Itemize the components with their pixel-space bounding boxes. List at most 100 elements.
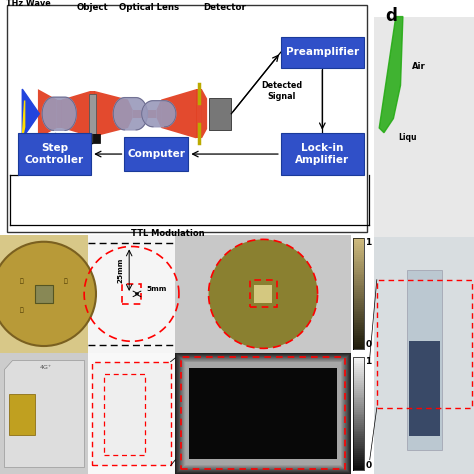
Polygon shape: [90, 91, 95, 137]
Bar: [353, 446, 364, 447]
Bar: [182, 359, 345, 468]
Bar: [353, 372, 364, 374]
Bar: [353, 247, 364, 249]
Bar: [353, 284, 364, 286]
FancyBboxPatch shape: [281, 133, 364, 175]
Bar: [353, 257, 364, 259]
Bar: [353, 333, 364, 335]
Bar: [353, 383, 364, 385]
Bar: [353, 290, 364, 292]
Bar: [353, 246, 364, 248]
Bar: [353, 428, 364, 430]
Bar: [353, 261, 364, 263]
Bar: [185, 362, 341, 465]
Bar: [353, 305, 364, 307]
Bar: [353, 376, 364, 378]
Bar: [353, 357, 364, 359]
Bar: [104, 374, 145, 455]
Bar: [353, 430, 364, 432]
Bar: [353, 406, 364, 408]
Bar: [183, 360, 343, 467]
Bar: [353, 444, 364, 446]
Text: TTL Modulation: TTL Modulation: [131, 229, 205, 238]
Bar: [353, 240, 364, 242]
Bar: [353, 457, 364, 459]
Bar: [353, 359, 364, 361]
Bar: [353, 425, 364, 427]
Bar: [353, 459, 364, 461]
Bar: [353, 346, 364, 347]
Bar: [353, 402, 364, 404]
Polygon shape: [142, 101, 176, 127]
Bar: [377, 280, 472, 408]
Text: Object: Object: [77, 3, 108, 12]
Bar: [353, 374, 364, 376]
Text: Optical Lens: Optical Lens: [119, 3, 179, 12]
Bar: [353, 286, 364, 288]
Polygon shape: [22, 100, 25, 138]
Bar: [353, 277, 364, 279]
Bar: [353, 273, 364, 275]
Bar: [353, 288, 364, 290]
Polygon shape: [62, 91, 90, 137]
Bar: [353, 296, 364, 298]
Text: Liqu: Liqu: [398, 133, 417, 142]
Bar: [353, 342, 364, 344]
Bar: [184, 361, 342, 466]
Text: 4G⁺: 4G⁺: [39, 365, 52, 370]
Bar: [184, 362, 342, 465]
Bar: [353, 318, 364, 320]
Bar: [353, 264, 364, 266]
Bar: [179, 356, 347, 471]
Bar: [353, 463, 364, 465]
Bar: [353, 340, 364, 342]
Text: Detector: Detector: [203, 3, 246, 12]
Bar: [353, 275, 364, 277]
Bar: [353, 298, 364, 300]
Bar: [182, 359, 344, 468]
Bar: [0, 235, 88, 353]
Bar: [175, 353, 351, 474]
Bar: [353, 283, 364, 284]
Bar: [353, 419, 364, 421]
Bar: [35, 285, 53, 303]
Bar: [353, 453, 364, 455]
Bar: [353, 279, 364, 281]
Bar: [353, 397, 364, 399]
Polygon shape: [202, 89, 207, 138]
Bar: [353, 327, 364, 329]
Bar: [177, 355, 349, 472]
Bar: [176, 354, 350, 473]
Bar: [353, 455, 364, 457]
Bar: [92, 362, 171, 465]
Bar: [353, 323, 364, 325]
Text: d: d: [385, 7, 397, 25]
Bar: [353, 238, 364, 240]
Bar: [353, 434, 364, 436]
Bar: [353, 347, 364, 349]
Text: 正: 正: [20, 308, 24, 313]
Bar: [353, 253, 364, 255]
Polygon shape: [113, 98, 147, 130]
Bar: [9, 394, 35, 435]
Bar: [374, 237, 474, 474]
Text: 25mm: 25mm: [117, 257, 123, 283]
Text: Step
Controller: Step Controller: [25, 143, 84, 165]
Text: 雍: 雍: [20, 278, 24, 283]
Bar: [178, 356, 348, 472]
Bar: [353, 447, 364, 449]
Bar: [353, 399, 364, 401]
Bar: [353, 389, 364, 391]
Bar: [353, 255, 364, 257]
Bar: [353, 404, 364, 406]
Bar: [353, 300, 364, 301]
Bar: [353, 314, 364, 316]
Bar: [353, 365, 364, 366]
Bar: [353, 307, 364, 309]
Bar: [353, 466, 364, 468]
Polygon shape: [95, 91, 128, 137]
Bar: [353, 440, 364, 442]
Bar: [181, 358, 346, 469]
Bar: [353, 465, 364, 466]
Bar: [190, 368, 337, 459]
